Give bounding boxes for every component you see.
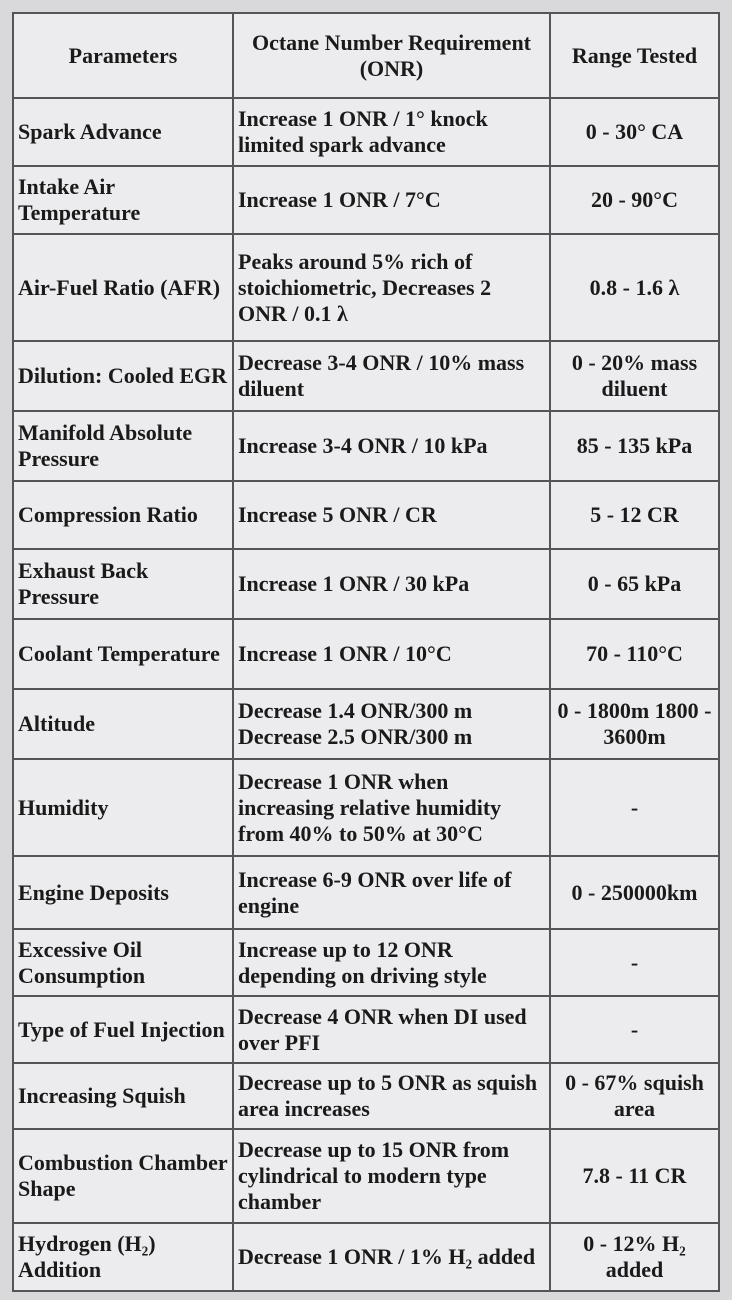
table-cell: 0 - 20% mass diluent	[549, 340, 720, 412]
table-cell: Humidity	[12, 758, 234, 857]
table-cell: Coolant Temperature	[12, 618, 234, 690]
table-row: Coolant Temperature Increase 1 ONR / 10°C…	[12, 618, 720, 690]
table-cell: 0 - 12% H₂ added	[549, 1222, 720, 1292]
table-cell: Increase up to 12 ONR depending on drivi…	[232, 928, 551, 997]
table-cell: 70 - 110°C	[549, 618, 720, 690]
table-cell: Increase 6-9 ONR over life of engine	[232, 855, 551, 930]
table-cell: Spark Advance	[12, 97, 234, 167]
table-cell: 5 - 12 CR	[549, 480, 720, 550]
table-cell: Exhaust Back Pressure	[12, 548, 234, 620]
table-cell: Manifold Absolute Pressure	[12, 410, 234, 482]
table-cell: Decrease up to 5 ONR as squish area incr…	[232, 1062, 551, 1130]
table-cell: Decrease 1.4 ONR/300 m Decrease 2.5 ONR/…	[232, 688, 551, 760]
table-cell: Compression Ratio	[12, 480, 234, 550]
table-cell: Decrease 4 ONR when DI used over PFI	[232, 995, 551, 1064]
table-cell: Intake Air Temperature	[12, 165, 234, 235]
table-row: Altitude Decrease 1.4 ONR/300 m Decrease …	[12, 688, 720, 760]
table-cell: Increase 5 ONR / CR	[232, 480, 551, 550]
table: Parameters Octane Number Requirement (ONR…	[12, 12, 720, 1292]
table-cell: 0 - 30° CA	[549, 97, 720, 167]
table-cell: 0 - 67% squish area	[549, 1062, 720, 1130]
table-cell: Excessive Oil Consumption	[12, 928, 234, 997]
table-cell: Hydrogen (H₂) Addition	[12, 1222, 234, 1292]
table-cell: -	[549, 758, 720, 857]
table-row: Manifold Absolute Pressure Increase 3-4 O…	[12, 410, 720, 482]
table-cell: Altitude	[12, 688, 234, 760]
table-row: Type of Fuel Injection Decrease 4 ONR whe…	[12, 995, 720, 1064]
table-row: Excessive Oil Consumption Increase up to …	[12, 928, 720, 997]
table-cell: Increase 1 ONR / 30 kPa	[232, 548, 551, 620]
table-row: Humidity Decrease 1 ONR when increasing r…	[12, 758, 720, 857]
table-cell: -	[549, 928, 720, 997]
header-row: Parameters Octane Number Requirement (ONR…	[12, 12, 720, 99]
table-cell: Type of Fuel Injection	[12, 995, 234, 1064]
table-container: Parameters Octane Number Requirement (ONR…	[12, 12, 720, 1292]
table-cell: Increase 1 ONR / 1° knock limited spark …	[232, 97, 551, 167]
table-cell: Increasing Squish	[12, 1062, 234, 1130]
table-cell: Decrease 1 ONR when increasing relative …	[232, 758, 551, 857]
table-row: Intake Air Temperature Increase 1 ONR / 7…	[12, 165, 720, 235]
table-cell: 7.8 - 11 CR	[549, 1128, 720, 1224]
table-cell: Air-Fuel Ratio (AFR)	[12, 233, 234, 342]
table-cell: Engine Deposits	[12, 855, 234, 930]
table-cell: 0 - 65 kPa	[549, 548, 720, 620]
table-row: Increasing Squish Decrease up to 5 ONR as…	[12, 1062, 720, 1130]
table-body: Spark Advance Increase 1 ONR / 1° knock l…	[12, 97, 720, 1292]
table-cell: Increase 1 ONR / 10°C	[232, 618, 551, 690]
table-cell: Decrease 3-4 ONR / 10% mass diluent	[232, 340, 551, 412]
table-cell: Decrease 1 ONR / 1% H₂ added	[232, 1222, 551, 1292]
table-row: Dilution: Cooled EGR Decrease 3-4 ONR / 1…	[12, 340, 720, 412]
table-cell: Peaks around 5% rich of stoichiometric, …	[232, 233, 551, 342]
table-cell: Decrease up to 15 ONR from cylindrical t…	[232, 1128, 551, 1224]
table-row: Hydrogen (H₂) Addition Decrease 1 ONR / 1…	[12, 1222, 720, 1292]
header-cell: Range Tested	[549, 12, 720, 99]
header-cell: Parameters	[12, 12, 234, 99]
table-row: Air-Fuel Ratio (AFR) Peaks around 5% rich…	[12, 233, 720, 342]
table-row: Compression Ratio Increase 5 ONR / CR 5 - …	[12, 480, 720, 550]
table-row: Exhaust Back Pressure Increase 1 ONR / 30…	[12, 548, 720, 620]
table-cell: 0 - 250000km	[549, 855, 720, 930]
table-cell: 20 - 90°C	[549, 165, 720, 235]
table-row: Engine Deposits Increase 6-9 ONR over lif…	[12, 855, 720, 930]
table-cell: -	[549, 995, 720, 1064]
header-cell: Octane Number Requirement (ONR)	[232, 12, 551, 99]
table-cell: 85 - 135 kPa	[549, 410, 720, 482]
table-cell: 0.8 - 1.6 λ	[549, 233, 720, 342]
table-cell: Increase 1 ONR / 7°C	[232, 165, 551, 235]
table-cell: Increase 3-4 ONR / 10 kPa	[232, 410, 551, 482]
table-row: Combustion Chamber Shape Decrease up to 1…	[12, 1128, 720, 1224]
table-cell: Combustion Chamber Shape	[12, 1128, 234, 1224]
table-cell: Dilution: Cooled EGR	[12, 340, 234, 412]
table-cell: 0 - 1800m 1800 - 3600m	[549, 688, 720, 760]
table-row: Spark Advance Increase 1 ONR / 1° knock l…	[12, 97, 720, 167]
